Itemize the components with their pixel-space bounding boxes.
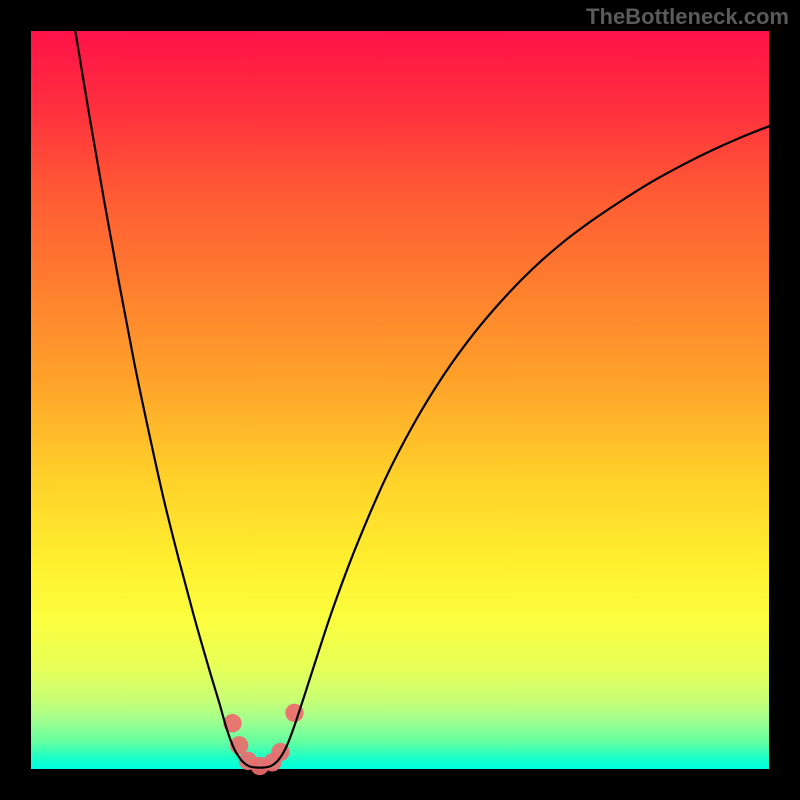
chart-frame: TheBottleneck.com <box>0 0 800 800</box>
bottleneck-curve-chart <box>0 0 800 800</box>
watermark-text: TheBottleneck.com <box>586 4 789 30</box>
